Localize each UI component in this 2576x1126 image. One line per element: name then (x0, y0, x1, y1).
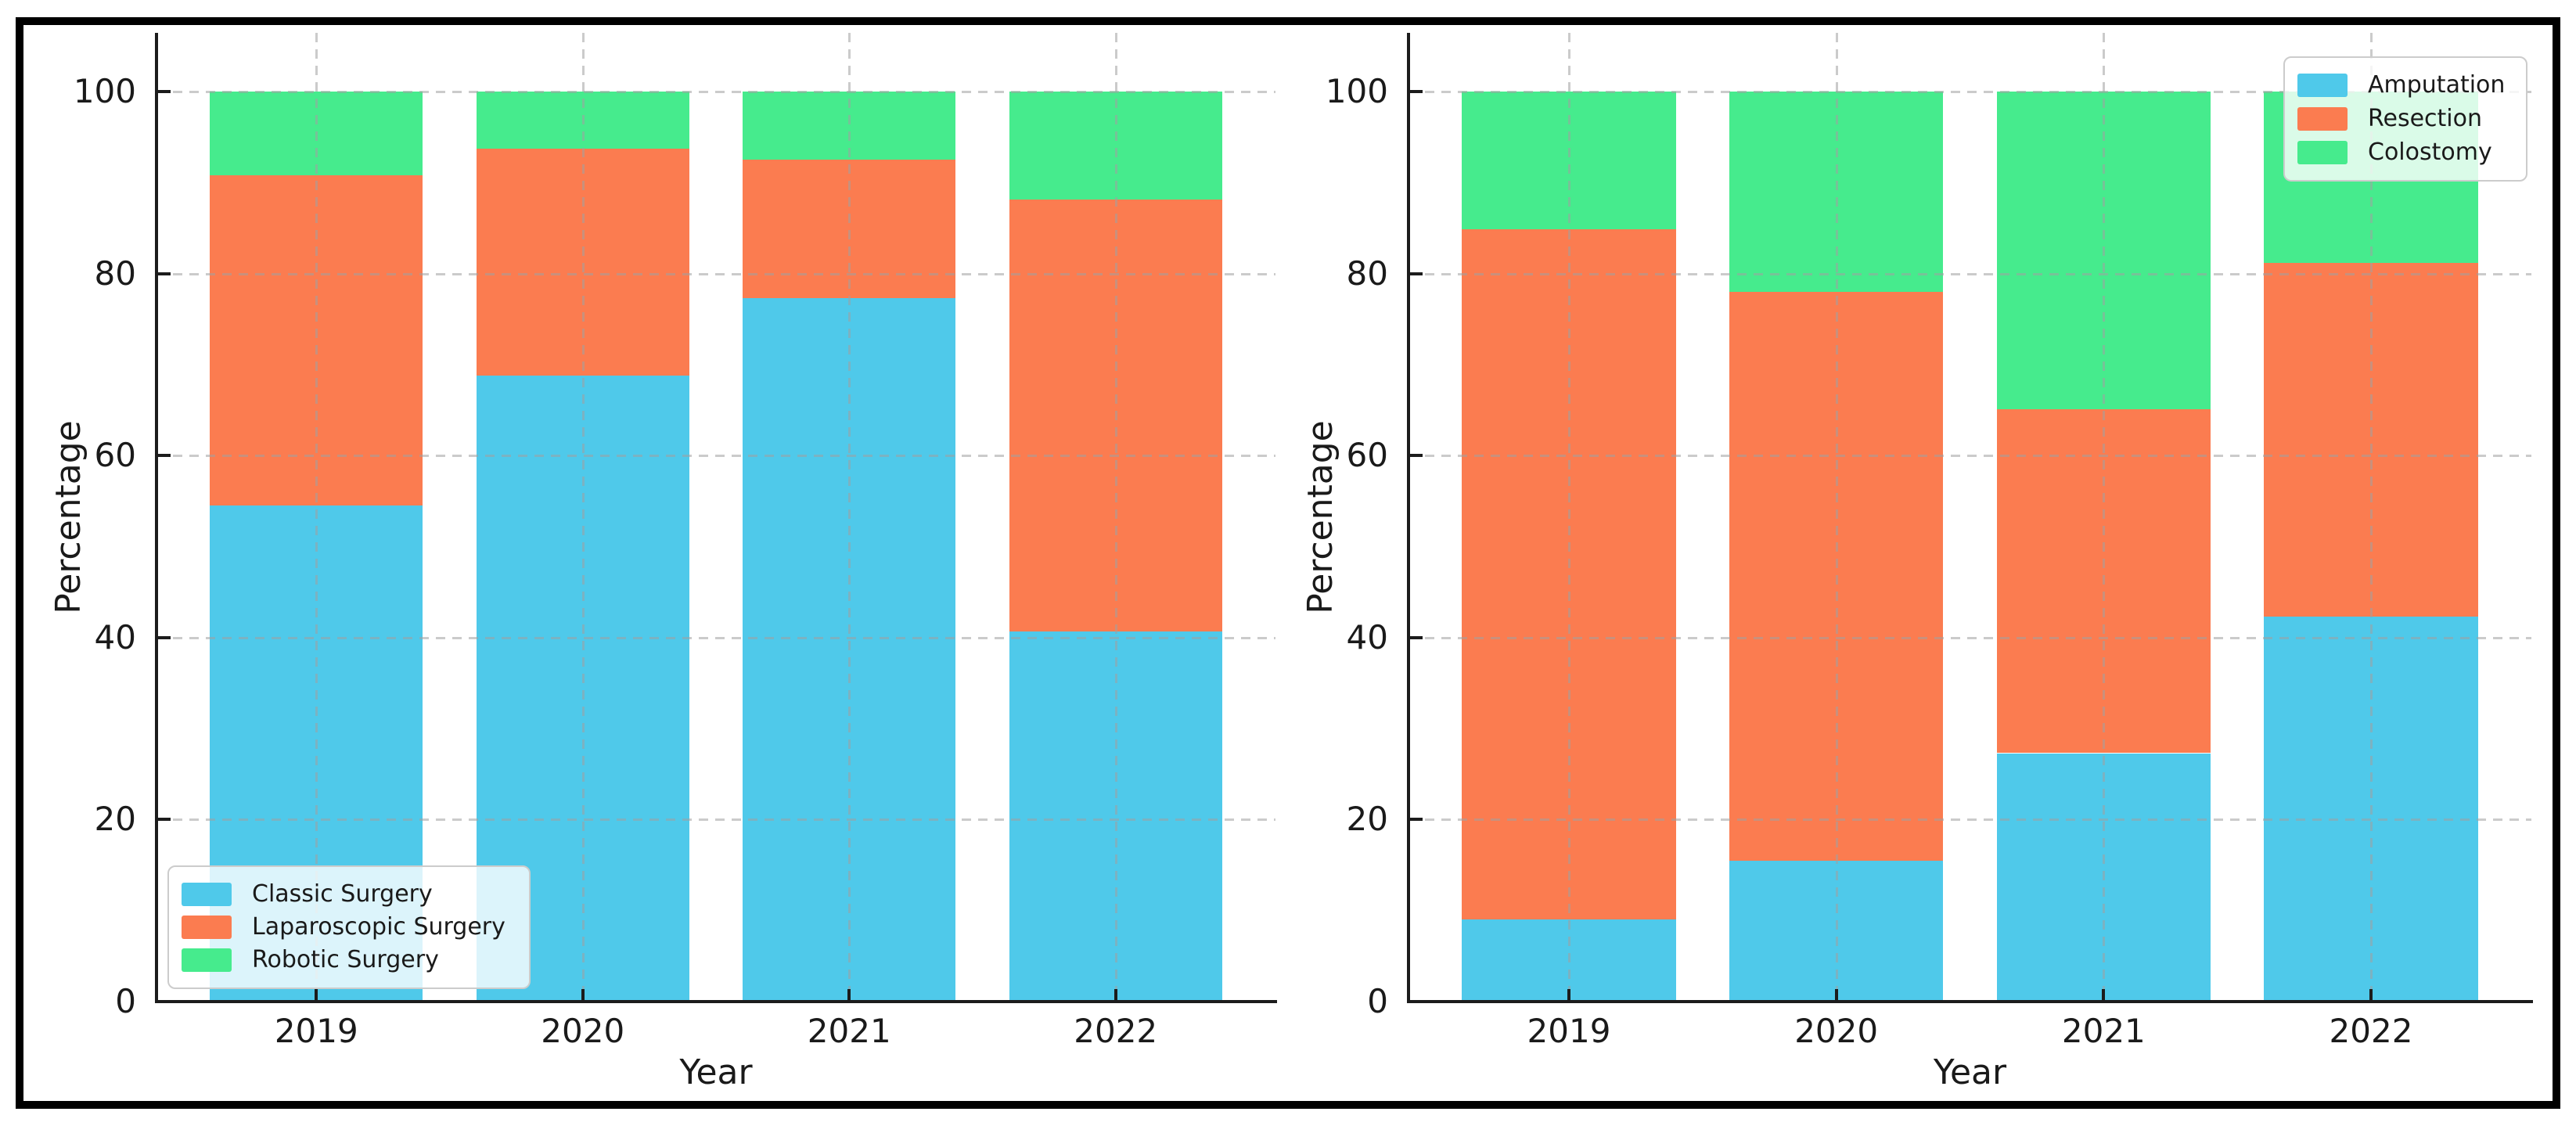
y-tick-mark (157, 635, 171, 639)
y-tick-mark (1409, 272, 1423, 275)
legend: Amputation Resection Colostomy (2283, 56, 2527, 182)
gridline-horizontal (1409, 272, 2531, 275)
y-axis-line (1407, 33, 1410, 1003)
legend-label: Laparoscopic Surgery (252, 913, 505, 941)
x-tick-mark (1114, 989, 1117, 1002)
x-tick-mark (1834, 989, 1838, 1002)
y-tick-label: 40 (1346, 617, 1388, 657)
y-tick-label: 60 (1346, 436, 1388, 475)
legend-swatch-icon (2297, 107, 2348, 131)
y-tick-mark (157, 818, 171, 822)
legend-label: Amputation (2368, 71, 2506, 99)
y-tick-label: 0 (115, 982, 136, 1020)
legend-item: Colostomy (2297, 138, 2513, 167)
y-tick-label: 100 (1325, 72, 1388, 110)
y-tick-mark (157, 272, 171, 275)
gridline-horizontal (1409, 818, 2531, 822)
gridline-horizontal (157, 455, 1275, 458)
x-tick-label: 2020 (541, 1012, 625, 1050)
x-tick-mark (2369, 989, 2373, 1002)
x-tick-label: 2019 (1527, 1012, 1611, 1050)
y-tick-mark (1409, 635, 1423, 639)
legend-item: Laparoscopic Surgery (182, 912, 516, 942)
x-tick-label: 2020 (1794, 1012, 1879, 1050)
y-tick-label: 60 (94, 436, 136, 475)
x-tick-mark (315, 989, 318, 1002)
y-tick-label: 40 (94, 617, 136, 657)
gridline-vertical (315, 33, 318, 1002)
gridline-vertical (2370, 33, 2373, 1002)
x-tick-label: 2019 (274, 1012, 358, 1050)
x-axis-title: Year (679, 1052, 753, 1092)
y-tick-label: 80 (94, 254, 136, 293)
gridline-horizontal (157, 272, 1275, 275)
y-axis-title: Percentage (1301, 420, 1340, 614)
gridline-horizontal (157, 636, 1275, 639)
x-tick-label: 2021 (2061, 1012, 2146, 1050)
y-tick-mark (157, 1000, 171, 1003)
legend-label: Resection (2368, 105, 2483, 132)
x-axis-line (155, 1000, 1277, 1003)
gridline-vertical (848, 33, 851, 1002)
gridline-vertical (2103, 33, 2106, 1002)
legend: Classic Surgery Laparoscopic Surgery Robot… (167, 865, 531, 989)
y-tick-label: 20 (94, 800, 136, 839)
gridline-horizontal (1409, 91, 2531, 93)
legend-item: Amputation (2297, 70, 2513, 100)
y-axis-line (155, 33, 158, 1003)
gridline-horizontal (157, 818, 1275, 822)
gridline-horizontal (1409, 636, 2531, 639)
gridline-horizontal (157, 91, 1275, 93)
y-tick-mark (157, 454, 171, 458)
legend-swatch-icon (182, 916, 232, 939)
x-tick-label: 2022 (2329, 1012, 2413, 1050)
y-tick-label: 100 (73, 72, 136, 110)
x-tick-mark (1567, 989, 1570, 1002)
y-tick-label: 80 (1346, 254, 1388, 293)
gridline-vertical (1114, 33, 1117, 1002)
legend-swatch-icon (2297, 141, 2348, 164)
y-tick-mark (1409, 818, 1423, 822)
y-axis-title: Percentage (49, 420, 88, 614)
x-axis-title: Year (1933, 1052, 2007, 1092)
x-tick-label: 2021 (807, 1012, 891, 1050)
legend-swatch-icon (182, 948, 232, 972)
y-tick-label: 0 (1367, 982, 1388, 1020)
y-tick-mark (1409, 1000, 1423, 1003)
x-tick-label: 2022 (1074, 1012, 1158, 1050)
gridline-vertical (581, 33, 585, 1002)
gridline-vertical (1568, 33, 1570, 1002)
y-tick-mark (1409, 90, 1423, 93)
x-tick-mark (581, 989, 585, 1002)
legend-item: Robotic Surgery (182, 945, 516, 975)
legend-label: Classic Surgery (252, 880, 433, 908)
legend-swatch-icon (2297, 74, 2348, 97)
legend-swatch-icon (182, 883, 232, 906)
gridline-horizontal (1409, 455, 2531, 458)
y-tick-mark (157, 90, 171, 93)
legend-item: Classic Surgery (182, 880, 516, 909)
y-tick-mark (1409, 454, 1423, 458)
x-tick-mark (847, 989, 851, 1002)
x-axis-line (1407, 1000, 2533, 1003)
gridline-vertical (1835, 33, 1838, 1002)
legend-item: Resection (2297, 104, 2513, 134)
legend-label: Robotic Surgery (252, 946, 439, 973)
x-tick-mark (2102, 989, 2106, 1002)
legend-label: Colostomy (2368, 139, 2492, 166)
y-tick-label: 20 (1346, 800, 1388, 839)
